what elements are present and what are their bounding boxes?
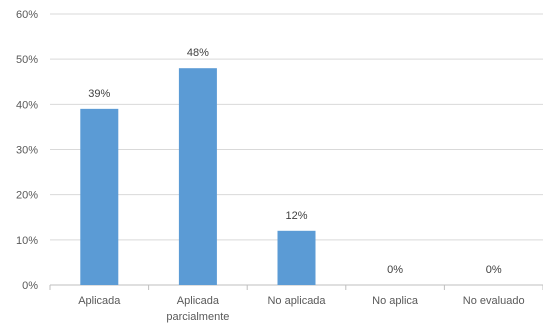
x-axis-tick-labels: Aplicada Aplicada parcialmente No aplicada N… bbox=[78, 295, 524, 323]
y-tick-label: 10% bbox=[16, 235, 38, 247]
y-tick-label: 50% bbox=[16, 54, 38, 66]
y-tick-label: 0% bbox=[22, 280, 38, 292]
data-label: 12% bbox=[285, 210, 307, 222]
x-tick-label: Aplicada parcialmente bbox=[166, 295, 229, 323]
data-label: 48% bbox=[187, 47, 209, 59]
x-tick-label-line: No aplicada bbox=[267, 295, 326, 307]
x-tick-label: No evaluado bbox=[463, 295, 525, 307]
x-tick-label: No aplica bbox=[372, 295, 419, 307]
y-tick-label: 30% bbox=[16, 145, 38, 157]
x-tick-label-line: No evaluado bbox=[463, 295, 525, 307]
y-tick-label: 20% bbox=[16, 190, 38, 202]
data-label: 39% bbox=[88, 88, 110, 100]
data-labels: 39% 48% 12% 0% 0% bbox=[88, 47, 502, 276]
bars bbox=[80, 68, 316, 285]
bar bbox=[277, 230, 316, 285]
x-tick-label: No aplicada bbox=[267, 295, 326, 307]
y-axis-tick-labels: 0% 10% 20% 30% 40% 50% 60% bbox=[16, 9, 38, 292]
data-label: 0% bbox=[486, 264, 502, 276]
x-tick-label-line: No aplica bbox=[372, 295, 419, 307]
x-tick-label-line: Aplicada bbox=[78, 295, 121, 307]
data-label: 0% bbox=[387, 264, 403, 276]
y-tick-label: 40% bbox=[16, 99, 38, 111]
gridlines bbox=[49, 13, 543, 290]
y-tick-label: 60% bbox=[16, 9, 38, 21]
x-tick-label-line: parcialmente bbox=[166, 311, 229, 323]
x-tick-label: Aplicada bbox=[78, 295, 121, 307]
bar bbox=[80, 108, 119, 285]
bar bbox=[178, 68, 217, 285]
x-tick-label-line: Aplicada bbox=[177, 295, 220, 307]
